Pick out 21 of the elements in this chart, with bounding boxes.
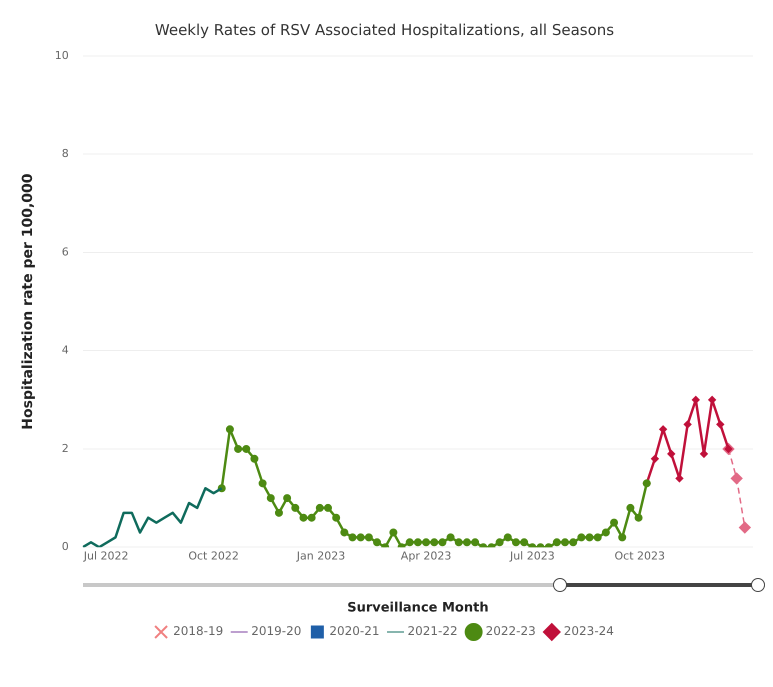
legend-label: 2022-23 xyxy=(486,624,536,638)
x-tick-label: Jan 2023 xyxy=(296,550,346,563)
y-tick-label: 4 xyxy=(62,344,69,357)
legend-label: 2023-24 xyxy=(564,624,614,638)
x-tick-label: Oct 2023 xyxy=(614,550,665,563)
chart-title: Weekly Rates of RSV Associated Hospitalizations, all Seasons xyxy=(154,20,614,39)
y-tick-label: 0 xyxy=(62,540,69,554)
x-tick-label: Jul 2022 xyxy=(82,550,129,563)
y-tick-label: 6 xyxy=(62,245,69,258)
legend-label: 2019-20 xyxy=(251,624,302,638)
legend-label: 2020-21 xyxy=(329,624,380,638)
y-axis-title: Hospitalization rate per 100,000 xyxy=(20,173,36,430)
x-tick-label: Oct 2022 xyxy=(188,550,239,563)
x-axis-title: Surveillance Month xyxy=(347,600,489,616)
legend-label: 2018-19 xyxy=(173,624,224,638)
y-tick-label: 2 xyxy=(62,442,69,455)
x-tick-label: Apr 2023 xyxy=(400,550,452,563)
y-tick-label: 10 xyxy=(54,48,69,62)
x-tick-label: Jul 2023 xyxy=(508,550,555,563)
legend-label: 2021-22 xyxy=(408,624,458,638)
y-tick-label: 8 xyxy=(62,147,69,160)
